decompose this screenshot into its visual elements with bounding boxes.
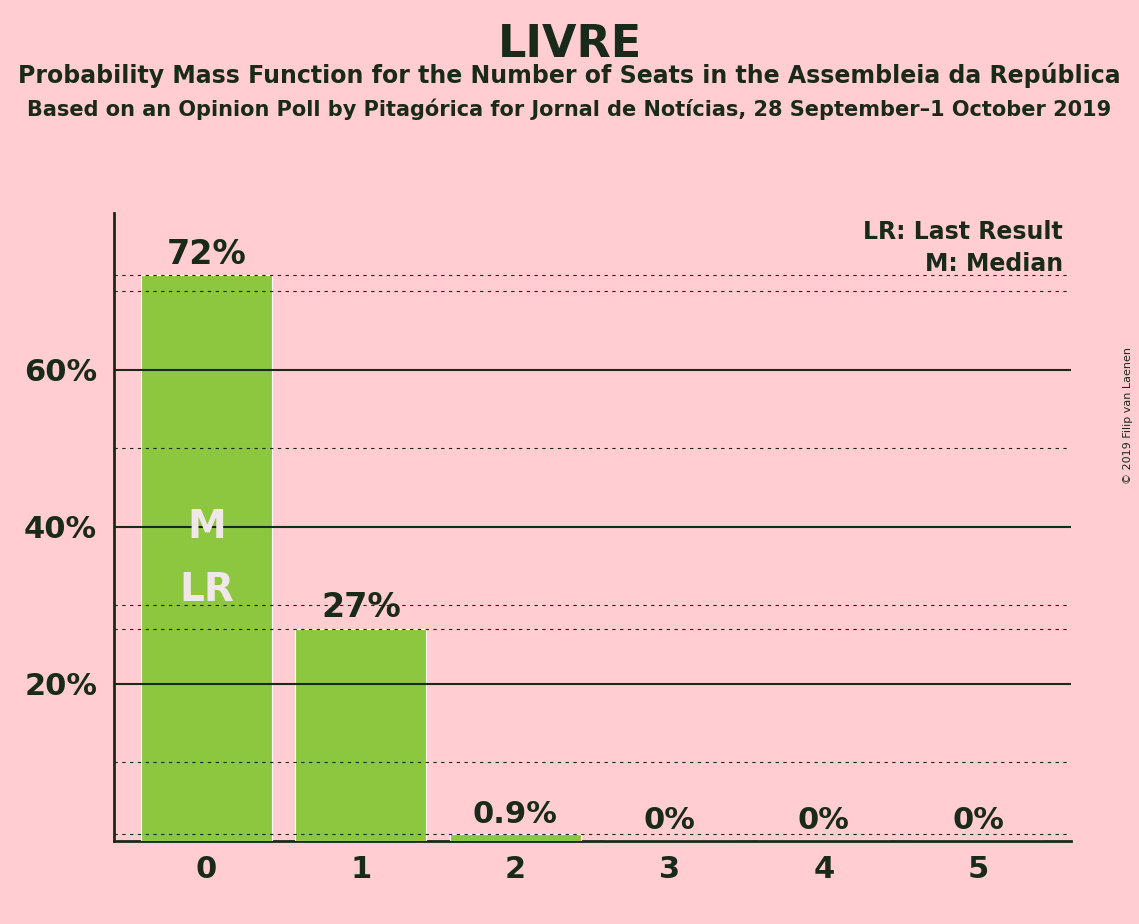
Text: LR: LR	[179, 570, 233, 609]
Text: © 2019 Filip van Laenen: © 2019 Filip van Laenen	[1123, 347, 1133, 484]
Text: 0%: 0%	[952, 806, 1003, 834]
Bar	[450, 833, 581, 841]
Text: 0%: 0%	[644, 806, 696, 834]
Text: 72%: 72%	[166, 237, 246, 271]
Bar	[141, 275, 272, 841]
Text: 0.9%: 0.9%	[473, 800, 558, 829]
Text: M: Median: M: Median	[925, 251, 1063, 275]
Bar	[295, 628, 426, 841]
Text: Based on an Opinion Poll by Pitagórica for Jornal de Notícias, 28 September–1 Oc: Based on an Opinion Poll by Pitagórica f…	[27, 99, 1112, 120]
Text: Probability Mass Function for the Number of Seats in the Assembleia da República: Probability Mass Function for the Number…	[18, 63, 1121, 89]
Text: LIVRE: LIVRE	[498, 23, 641, 67]
Text: M: M	[187, 507, 226, 546]
Text: 27%: 27%	[321, 591, 401, 624]
Text: LR: Last Result: LR: Last Result	[863, 220, 1063, 244]
Text: 0%: 0%	[797, 806, 850, 834]
